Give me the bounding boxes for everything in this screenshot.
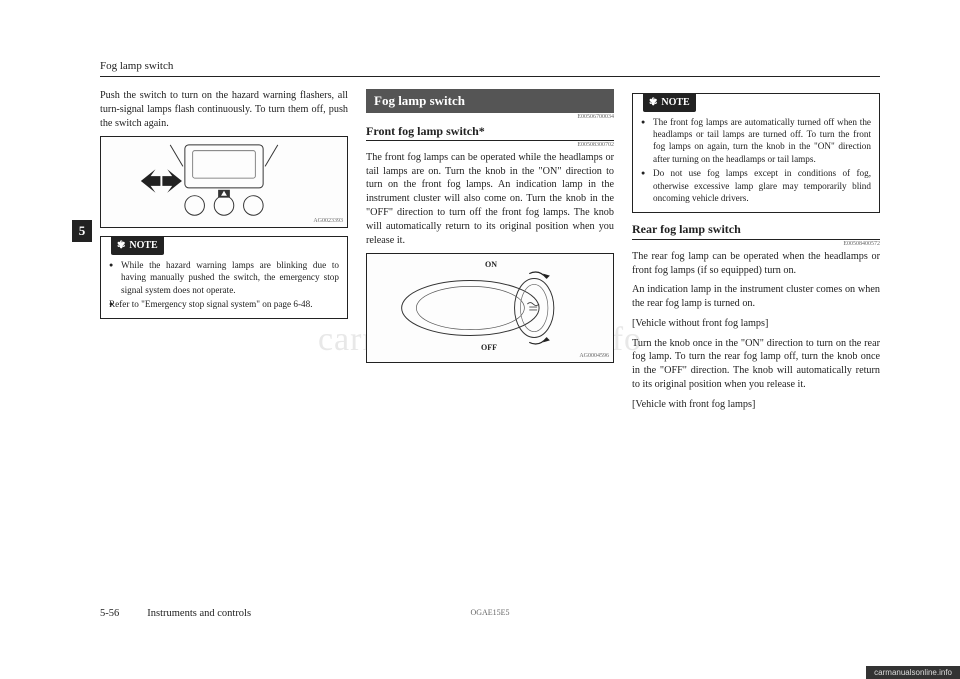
hazard-intro-text: Push the switch to turn on the hazard wa… <box>100 89 348 130</box>
note-title: ✾ NOTE <box>111 237 164 255</box>
doc-code: OGAE15E5 <box>470 608 509 617</box>
rear-fog-body-2: An indication lamp in the instrument clu… <box>632 283 880 311</box>
page-number: 5-56 <box>100 608 119 619</box>
note-title-text: NOTE <box>661 97 689 108</box>
column-1: Push the switch to turn on the hazard wa… <box>100 89 348 509</box>
content-columns: Push the switch to turn on the hazard wa… <box>100 89 880 509</box>
fog-knob-figure: ON OFF AG0004596 <box>366 253 614 363</box>
note-body: While the hazard warning lamps are blink… <box>101 255 347 319</box>
running-head: Fog lamp switch <box>100 60 880 72</box>
figure-label: AG0023393 <box>313 217 343 225</box>
chapter-tab: 5 <box>72 220 92 242</box>
section-title-bar: Fog lamp switch <box>366 89 614 113</box>
note-title: ✾ NOTE <box>643 94 696 112</box>
off-label: OFF <box>481 343 497 354</box>
note-item: While the hazard warning lamps are blink… <box>109 259 339 296</box>
dashboard-illustration <box>101 137 347 227</box>
rear-fog-heading: Rear fog lamp switch <box>632 221 880 239</box>
leaf-icon: ✾ <box>117 240 125 251</box>
note-title-text: NOTE <box>129 240 157 251</box>
chapter-name: Instruments and controls <box>147 608 251 619</box>
page: Fog lamp switch carmanualsonline.info Pu… <box>0 0 960 679</box>
rear-fog-body-3: Turn the knob once in the "ON" direction… <box>632 337 880 392</box>
sub-code: E00508400572 <box>632 240 880 248</box>
page-footer: 5-56 Instruments and controls OGAE15E5 <box>100 608 880 619</box>
front-fog-heading: Front fog lamp switch* <box>366 123 614 141</box>
section-code: E00506700034 <box>366 113 614 121</box>
note-box-hazard: ✾ NOTE While the hazard warning lamps are… <box>100 236 348 319</box>
head-rule <box>100 76 880 77</box>
on-label: ON <box>485 260 497 271</box>
note-item: The front fog lamps are automatically tu… <box>641 116 871 166</box>
sub-code: E00508300702 <box>366 141 614 149</box>
site-strip: carmanualsonline.info <box>866 666 960 679</box>
note-body: The front fog lamps are automatically tu… <box>633 112 879 213</box>
vehicle-without-label: [Vehicle without front fog lamps] <box>632 317 880 331</box>
front-fog-body: The front fog lamps can be operated whil… <box>366 151 614 247</box>
note-item: Do not use fog lamps except in condition… <box>641 167 871 204</box>
figure-label: AG0004596 <box>579 352 609 360</box>
vehicle-with-label: [Vehicle with front fog lamps] <box>632 398 880 412</box>
rear-fog-body-1: The rear fog lamp can be operated when t… <box>632 250 880 278</box>
note-item: Refer to "Emergency stop signal system" … <box>109 298 339 310</box>
note-box-fog: ✾ NOTE The front fog lamps are automatica… <box>632 93 880 213</box>
column-2: Fog lamp switch E00506700034 Front fog l… <box>366 89 614 509</box>
leaf-icon: ✾ <box>649 97 657 108</box>
column-3: ✾ NOTE The front fog lamps are automatica… <box>632 89 880 509</box>
hazard-switch-figure: AG0023393 <box>100 136 348 228</box>
